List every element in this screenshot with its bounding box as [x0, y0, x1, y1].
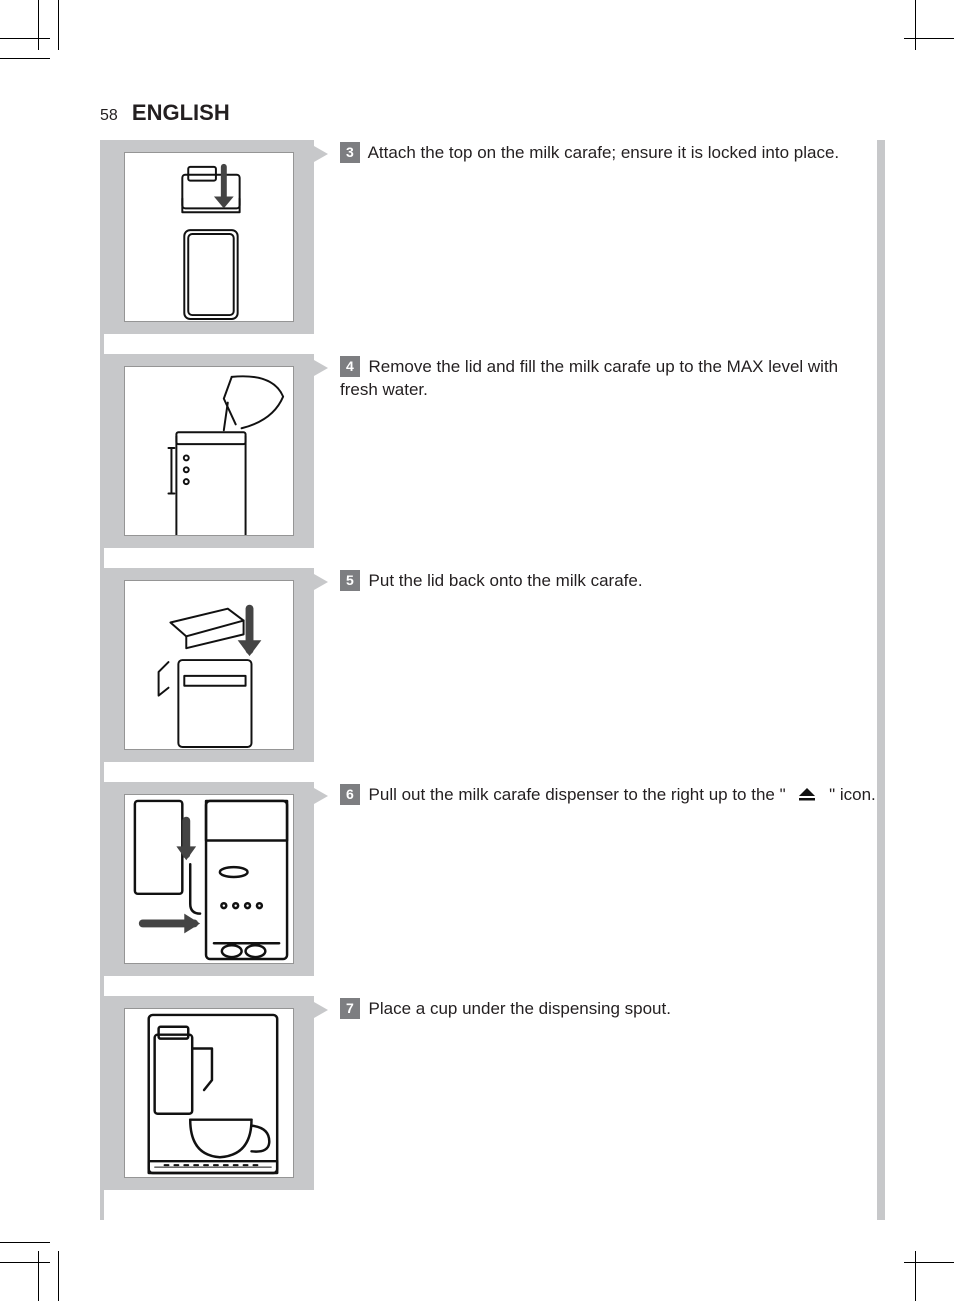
page-number: 58	[100, 107, 118, 124]
right-gray-strip	[877, 140, 885, 1220]
thumb-6	[104, 782, 314, 976]
step-text-5: 5 Put the lid back onto the milk carafe.	[314, 568, 877, 593]
step-row-4: 4 Remove the lid and fill the milk caraf…	[104, 354, 877, 548]
thumb-3	[104, 140, 314, 334]
illustration-5	[124, 580, 294, 750]
step-row-5: 5 Put the lid back onto the milk carafe.	[104, 568, 877, 762]
step-text: Put the lid back onto the milk carafe.	[369, 571, 643, 590]
step-text-before: Pull out the milk carafe dispenser to th…	[369, 785, 786, 804]
illustration-6	[124, 794, 294, 964]
illustration-7	[124, 1008, 294, 1178]
step-text-after: " icon.	[829, 785, 876, 804]
step-text-6: 6 Pull out the milk carafe dispenser to …	[314, 782, 877, 807]
eject-icon	[793, 786, 821, 802]
step-text: Remove the lid and fill the milk carafe …	[340, 357, 838, 399]
step-text-7: 7 Place a cup under the dispensing spout…	[314, 996, 877, 1021]
step-number-badge: 5	[340, 570, 360, 591]
step-number-badge: 7	[340, 998, 360, 1019]
illustration-3	[124, 152, 294, 322]
page-header: 58 ENGLISH	[100, 100, 894, 126]
thumb-4	[104, 354, 314, 548]
thumb-7	[104, 996, 314, 1190]
step-number-badge: 6	[340, 784, 360, 805]
illustration-4	[124, 366, 294, 536]
page: 58 ENGLISH	[100, 100, 894, 1241]
step-text: Place a cup under the dispensing spout.	[369, 999, 671, 1018]
step-row-6: 6 Pull out the milk carafe dispenser to …	[104, 782, 877, 976]
thumb-5	[104, 568, 314, 762]
step-row-7: 7 Place a cup under the dispensing spout…	[104, 996, 877, 1190]
step-text-3: 3 Attach the top on the milk carafe; ens…	[314, 140, 877, 165]
step-number-badge: 4	[340, 356, 360, 377]
content-area: 3 Attach the top on the milk carafe; ens…	[100, 140, 885, 1220]
step-row-3: 3 Attach the top on the milk carafe; ens…	[104, 140, 877, 334]
step-text-4: 4 Remove the lid and fill the milk caraf…	[314, 354, 877, 402]
language-heading: ENGLISH	[132, 100, 230, 125]
step-number-badge: 3	[340, 142, 360, 163]
step-text: Attach the top on the milk carafe; ensur…	[368, 143, 840, 162]
